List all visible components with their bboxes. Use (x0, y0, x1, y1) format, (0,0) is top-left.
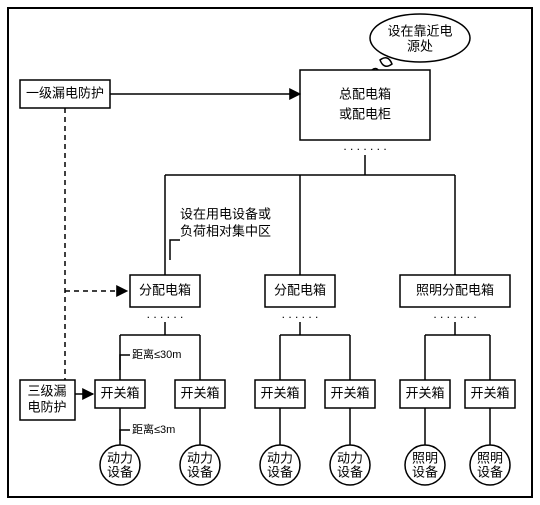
svg-text:设备: 设备 (412, 464, 438, 479)
note-line1: 设在用电设备或 (180, 206, 271, 221)
svg-text:设备: 设备 (337, 464, 363, 479)
svg-text:. . . . . . .: . . . . . . . (433, 307, 476, 321)
svg-text:照明: 照明 (412, 450, 438, 465)
svg-text:动力: 动力 (187, 450, 213, 465)
note-hook (170, 240, 180, 260)
switch-box-5: 开关箱 (400, 380, 450, 408)
svg-text:. . . . . .: . . . . . . (282, 307, 319, 321)
svg-text:开关箱: 开关箱 (330, 385, 369, 400)
svg-text:设备: 设备 (187, 464, 213, 479)
svg-text:设备: 设备 (477, 464, 503, 479)
svg-text:分配电箱: 分配电箱 (139, 282, 191, 297)
callout-line1: 设在靠近电 (387, 23, 452, 38)
note-line2: 负荷相对集中区 (180, 223, 271, 238)
svg-text:分配电箱: 分配电箱 (274, 282, 326, 297)
svg-text:设备: 设备 (267, 464, 293, 479)
switch-box-4: 开关箱 (325, 380, 375, 408)
svg-text:一级漏电防护: 一级漏电防护 (26, 85, 104, 100)
hook-30m (120, 355, 130, 370)
level2-box: 三级漏 电防护 (20, 380, 75, 420)
main-box: 总配电箱 或配电柜 (300, 70, 430, 140)
svg-text:设备: 设备 (107, 464, 133, 479)
device-5: 照明设备 (405, 445, 445, 485)
callout-bubble: 设在靠近电 源处 (370, 14, 470, 74)
svg-text:三级漏: 三级漏 (27, 383, 66, 398)
svg-text:动力: 动力 (107, 450, 133, 465)
dots-main: . . . . . . . (343, 139, 386, 153)
switch-box-2: 开关箱 (175, 380, 225, 408)
svg-text:或配电柜: 或配电柜 (339, 106, 391, 121)
switch-box-3: 开关箱 (255, 380, 305, 408)
device-6: 照明设备 (470, 445, 510, 485)
device-4: 动力设备 (330, 445, 370, 485)
svg-text:总配电箱: 总配电箱 (339, 86, 391, 101)
dist-box-3: 照明分配电箱 (400, 275, 510, 307)
svg-text:开关箱: 开关箱 (260, 385, 299, 400)
svg-text:开关箱: 开关箱 (180, 385, 219, 400)
callout-line2: 源处 (407, 38, 433, 53)
level1-box: 一级漏电防护 (20, 80, 110, 108)
dist-box-2: 分配电箱 (265, 275, 335, 307)
dist-box-1: 分配电箱 (130, 275, 200, 307)
svg-text:开关箱: 开关箱 (470, 385, 509, 400)
svg-text:照明分配电箱: 照明分配电箱 (416, 282, 494, 297)
hook-3m (120, 430, 130, 440)
svg-text:动力: 动力 (337, 450, 363, 465)
dist-30m: 距离≤30m (132, 347, 181, 361)
device-1: 动力设备 (100, 445, 140, 485)
svg-text:动力: 动力 (267, 450, 293, 465)
dist-3m: 距离≤3m (132, 422, 175, 436)
device-2: 动力设备 (180, 445, 220, 485)
device-3: 动力设备 (260, 445, 300, 485)
svg-text:. . . . . .: . . . . . . (147, 307, 184, 321)
svg-text:照明: 照明 (477, 450, 503, 465)
switch-box-1: 开关箱 (95, 380, 145, 408)
switch-box-6: 开关箱 (465, 380, 515, 408)
svg-text:开关箱: 开关箱 (100, 385, 139, 400)
svg-text:电防护: 电防护 (27, 399, 66, 414)
svg-text:开关箱: 开关箱 (405, 385, 444, 400)
